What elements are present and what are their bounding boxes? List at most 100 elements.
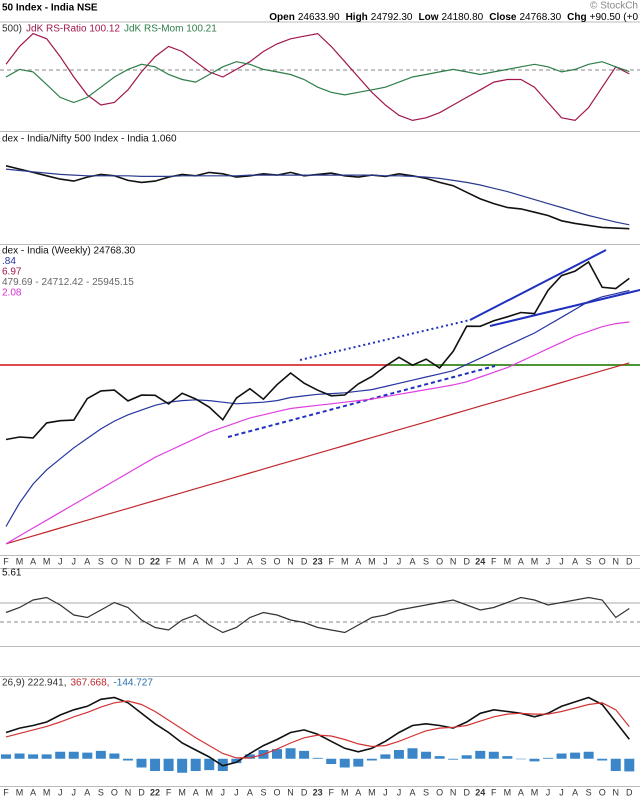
histogram-bar [122,758,133,761]
x-tick-label: A [247,787,253,797]
x-tick-label: M [43,787,51,797]
x-tick-label: M [368,556,376,566]
x-tick-label: J [58,787,63,797]
quote-value: 24633.90 [298,12,340,23]
legend-text: .84 [2,256,16,267]
x-tick-label: D [626,787,633,797]
histogram-bar [597,758,608,761]
histogram-bar [366,758,377,761]
quote: Open 24633.90 High 24792.30 Low 24180.80 Close… [269,12,638,23]
histogram-bar [244,754,255,759]
x-tick-label: A [30,787,36,797]
x-tick-label: F [491,556,497,566]
histogram-bar [14,753,25,759]
histogram-bar [272,749,282,759]
x-tick-label: 23 [313,556,323,566]
histogram-bar [326,758,337,764]
x-tick-label: S [423,556,429,566]
x-tick-label: F [166,556,172,566]
histogram-bar [177,758,188,773]
histogram-bar [529,758,540,762]
x-tick-label: D [138,787,145,797]
histogram-bar [624,758,635,772]
x-tick-label: M [43,556,51,566]
series-line [5,260,630,441]
histogram-bar [543,757,553,759]
histogram-bar [393,750,404,759]
x-tick-label: J [221,556,226,566]
x-tick-label: J [559,787,564,797]
x-tick-label: M [341,556,349,566]
histogram-bar [41,754,52,759]
legend-text: JdK RS-Ratio 100.12 [26,24,120,35]
x-tick-label: F [491,787,497,797]
x-tick-label: A [409,787,415,797]
x-tick-label: M [178,787,186,797]
legend-text: 479.69 - 24712.42 - 25945.15 [2,277,134,288]
x-tick-label: D [626,556,633,566]
quote-value: +90.50 (+0 [590,12,639,23]
series-line [5,700,630,759]
quote-label: Chg [567,12,586,23]
x-tick-label: A [84,787,90,797]
x-tick-label: D [138,556,145,566]
legend-text: 5.61 [2,568,22,579]
x-tick-label: N [125,556,132,566]
x-tick-label: O [599,787,606,797]
x-tick-label: J [559,556,564,566]
x-tick-label: N [450,787,457,797]
legend-text: JdK RS-Mom 100.21 [124,24,217,35]
x-tick-label: M [206,787,214,797]
x-tick-label: N [450,556,457,566]
x-tick-label: S [423,787,429,797]
histogram-bar [556,753,567,759]
x-tick-label: J [546,556,551,566]
legend-text: 26,9) 222.941, [2,678,67,689]
legend-text: 2.08 [2,288,22,299]
series-line [5,362,630,545]
chart-title: 50 Index - India NSE [2,3,98,14]
histogram-bar [55,751,66,759]
x-tick-label: M [368,787,376,797]
histogram-bar [380,754,391,759]
x-tick-label: A [355,787,361,797]
x-tick-label: J [383,556,388,566]
trend-line [489,289,640,327]
x-tick-label: N [287,556,294,566]
histogram-bar [95,750,106,759]
x-tick-label: M [206,556,214,566]
x-tick-label: M [531,556,539,566]
histogram-bar [150,758,161,771]
x-tick-label: A [572,556,578,566]
trend-line [299,319,471,361]
x-tick-label: J [546,787,551,797]
x-tick-label: J [234,556,239,566]
x-tick-label: M [341,787,349,797]
series-line [5,596,630,634]
legend-text: dex - India (Weekly) 24768.30 [2,246,136,257]
x-tick-label: A [30,556,36,566]
x-tick-label: D [463,787,470,797]
x-tick-label: 23 [313,787,323,797]
x-tick-label: A [409,556,415,566]
x-tick-label: J [383,787,388,797]
x-tick-label: F [166,787,172,797]
histogram-bar [312,757,323,759]
histogram-bar [488,751,499,759]
x-tick-label: J [58,556,63,566]
x-tick-label: F [3,787,9,797]
x-tick-label: O [273,787,280,797]
x-tick-label: S [98,556,104,566]
series-line [5,696,630,767]
series-line [5,289,630,527]
x-tick-label: A [84,556,90,566]
x-tick-label: O [273,556,280,566]
x-tick-label: A [518,556,524,566]
x-tick-label: A [572,787,578,797]
histogram-bar [231,758,242,764]
x-tick-label: M [504,787,512,797]
x-tick-label: M [531,787,539,797]
histogram-bar [109,753,120,759]
histogram-bar [610,758,621,771]
x-tick-label: O [436,556,443,566]
